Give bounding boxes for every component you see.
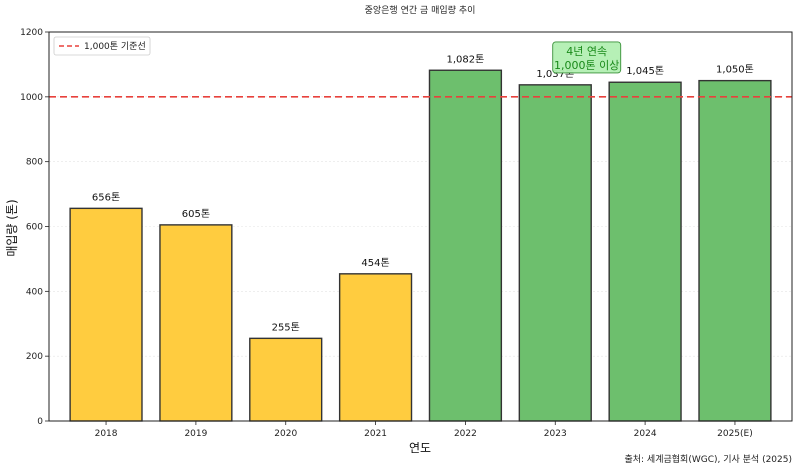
x-axis-title: 연도: [409, 441, 431, 455]
bar-label: 605톤: [182, 208, 210, 220]
bar: [518, 84, 592, 422]
bar-label: 255톤: [272, 321, 300, 333]
bar-label: 1,082톤: [447, 53, 485, 65]
legend-box: [53, 36, 151, 56]
bar: [608, 81, 682, 422]
bar-label: 454톤: [361, 257, 389, 269]
plot-frame: [48, 31, 793, 422]
bar-label: 1,045톤: [626, 65, 664, 77]
y-tick-label: 0: [37, 417, 43, 427]
bar: [249, 337, 323, 422]
y-tick-label: 400: [26, 287, 43, 297]
x-tick-label: 2022: [454, 429, 477, 439]
x-tick-label: 2019: [184, 429, 207, 439]
annotation-box: [552, 41, 622, 74]
bar: [69, 207, 143, 422]
bar-label: 1,050톤: [716, 64, 754, 76]
bar: [159, 224, 233, 422]
legend: 1,000톤 기준선: [53, 36, 151, 56]
x-tick-label: 2020: [274, 429, 297, 439]
x-tick-label: 2024: [634, 429, 657, 439]
y-axis-ticks: 0 200 400 600 800 1000 1200: [20, 28, 49, 427]
legend-label: 1,000톤 기준선: [84, 41, 146, 52]
annotation: 4년 연속1,000톤 이상: [552, 41, 622, 74]
y-axis-title: 매입량 (톤): [5, 199, 19, 256]
source-note: 출처: 세계금협회(WGC), 기사 분석 (2025): [624, 453, 792, 465]
x-tick-label: 2025(E): [717, 429, 753, 439]
x-tick-label: 2018: [95, 429, 118, 439]
annotation-text: 1,000톤 이상: [554, 59, 619, 72]
chart-title: 중앙은행 연간 금 매입량 추이: [365, 4, 476, 16]
x-tick-label: 2021: [364, 429, 387, 439]
x-tick-label: 2023: [544, 429, 567, 439]
y-tick-label: 200: [26, 352, 43, 362]
bar: [428, 69, 503, 422]
y-tick-label: 1200: [20, 28, 43, 38]
bars: [69, 69, 772, 422]
bar: [338, 273, 413, 422]
y-tick-label: 600: [26, 223, 43, 233]
bar-label: 656톤: [92, 191, 120, 203]
x-axis-ticks: 2018 2019 2020 2021 2022 2023 2024 2025(E): [95, 421, 753, 439]
bar: [698, 79, 772, 422]
y-tick-label: 1000: [20, 93, 43, 103]
y-tick-label: 800: [26, 158, 43, 168]
annotation-text: 4년 연속: [566, 45, 607, 58]
